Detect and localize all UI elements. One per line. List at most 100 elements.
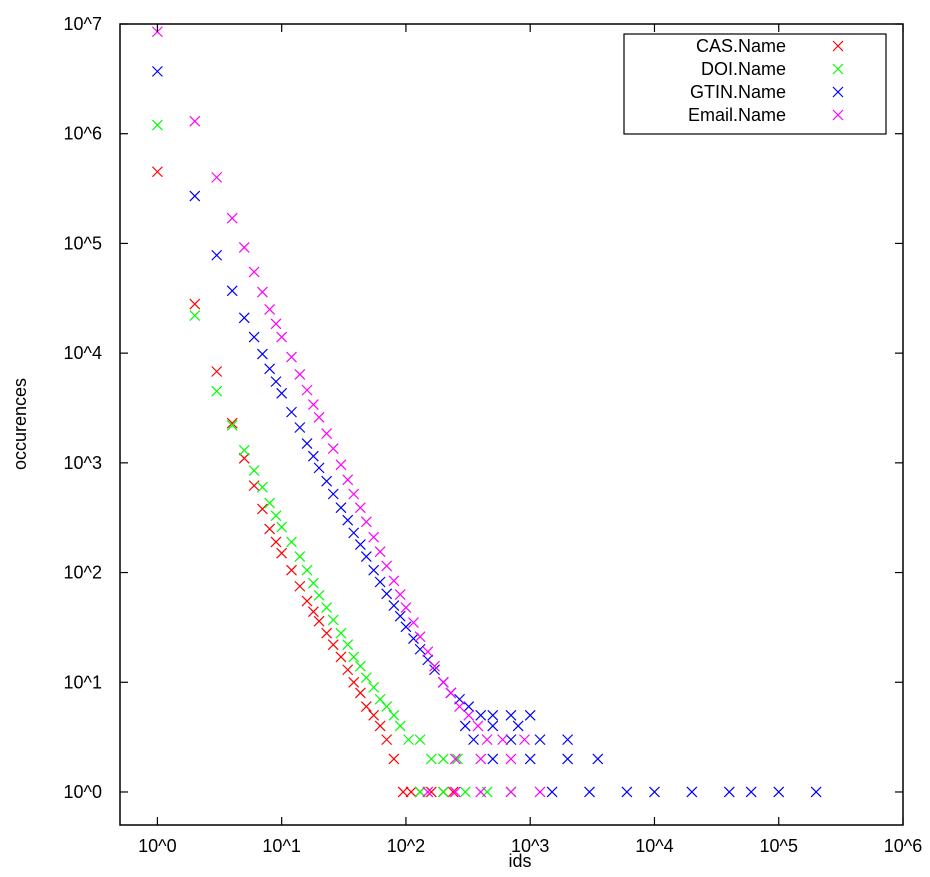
data-point: [374, 546, 386, 558]
data-point: [354, 539, 366, 550]
x-tick-label: 10^1: [262, 836, 300, 856]
data-point: [429, 660, 440, 672]
data-point: [321, 428, 333, 439]
data-point: [276, 521, 288, 533]
data-point: [307, 450, 319, 462]
data-point: [414, 734, 426, 746]
data-point: [256, 348, 268, 360]
data-point: [256, 503, 268, 515]
data-point: [592, 753, 604, 765]
data-point: [505, 709, 517, 721]
data-point: [745, 786, 757, 798]
data-point: [505, 753, 517, 765]
x-tick-label: 10^3: [511, 836, 549, 856]
data-point: [621, 786, 633, 798]
data-point: [584, 786, 595, 798]
data-point: [294, 422, 306, 433]
data-point: [342, 664, 354, 676]
data-point: [425, 753, 437, 765]
data-point: [335, 459, 347, 471]
data-point: [381, 734, 393, 746]
data-point: [394, 589, 406, 600]
y-tick-label: 10^7: [64, 14, 102, 34]
data-point: [773, 786, 785, 798]
data-point: [360, 516, 372, 528]
data-point: [313, 589, 325, 601]
y-tick-label: 10^1: [64, 672, 102, 692]
data-point: [403, 734, 414, 746]
data-point: [307, 399, 319, 410]
data-point: [562, 734, 574, 746]
data-point: [534, 734, 546, 746]
data-point: [151, 119, 163, 131]
data-point: [497, 734, 509, 746]
data-point: [454, 701, 465, 713]
data-point: [408, 617, 419, 628]
series-email-name: [151, 26, 546, 798]
data-point: [368, 564, 380, 576]
x-axis-label: ids: [508, 851, 531, 871]
data-point: [342, 639, 354, 651]
data-point: [335, 651, 347, 663]
data-point: [342, 474, 354, 486]
data-point: [354, 502, 366, 514]
y-tick-label: 10^0: [64, 782, 102, 802]
data-point: [487, 753, 499, 765]
data-point: [381, 701, 393, 713]
data-point: [810, 786, 822, 798]
data-point: [151, 166, 163, 178]
data-point: [226, 419, 238, 431]
data-point: [723, 786, 735, 798]
data-point: [189, 310, 201, 321]
data-point: [342, 514, 354, 526]
data-point: [307, 577, 319, 589]
data-point: [475, 709, 487, 721]
data-point: [546, 786, 558, 798]
data-point: [348, 651, 360, 663]
data-point: [437, 676, 449, 688]
data-point: [211, 366, 223, 377]
data-point: [686, 786, 698, 798]
data-point: [226, 417, 238, 429]
data-point: [524, 753, 536, 765]
data-point: [397, 786, 409, 798]
legend-marker: [832, 63, 844, 75]
data-points: [151, 26, 822, 798]
data-point: [264, 523, 276, 535]
data-point: [381, 560, 393, 572]
data-point: [189, 190, 201, 202]
data-point: [400, 602, 412, 613]
y-tick-label: 10^6: [64, 124, 102, 144]
data-point: [505, 786, 517, 798]
x-tick-label: 10^0: [138, 836, 176, 856]
data-point: [354, 687, 366, 699]
legend-marker: [832, 86, 844, 98]
data-point: [264, 304, 276, 315]
data-point: [270, 510, 282, 522]
data-point: [519, 734, 530, 746]
data-point: [475, 786, 487, 798]
data-point: [248, 465, 260, 477]
data-point: [238, 241, 250, 253]
data-point: [524, 709, 536, 721]
series-gtin-name: [151, 65, 822, 798]
data-point: [422, 786, 434, 798]
data-point: [321, 602, 333, 613]
data-point: [394, 720, 406, 732]
data-point: [422, 646, 434, 658]
data-point: [286, 351, 297, 363]
data-point: [400, 621, 412, 633]
data-point: [294, 368, 306, 380]
data-point: [408, 633, 419, 645]
data-point: [381, 588, 393, 600]
legend-label: GTIN.Name: [690, 82, 786, 102]
data-point: [270, 376, 282, 388]
data-point: [248, 266, 260, 278]
data-point: [360, 551, 372, 562]
y-tick-label: 10^3: [64, 453, 102, 473]
data-point: [256, 286, 268, 298]
data-point: [463, 709, 475, 721]
data-point: [301, 384, 313, 396]
data-point: [327, 639, 339, 651]
